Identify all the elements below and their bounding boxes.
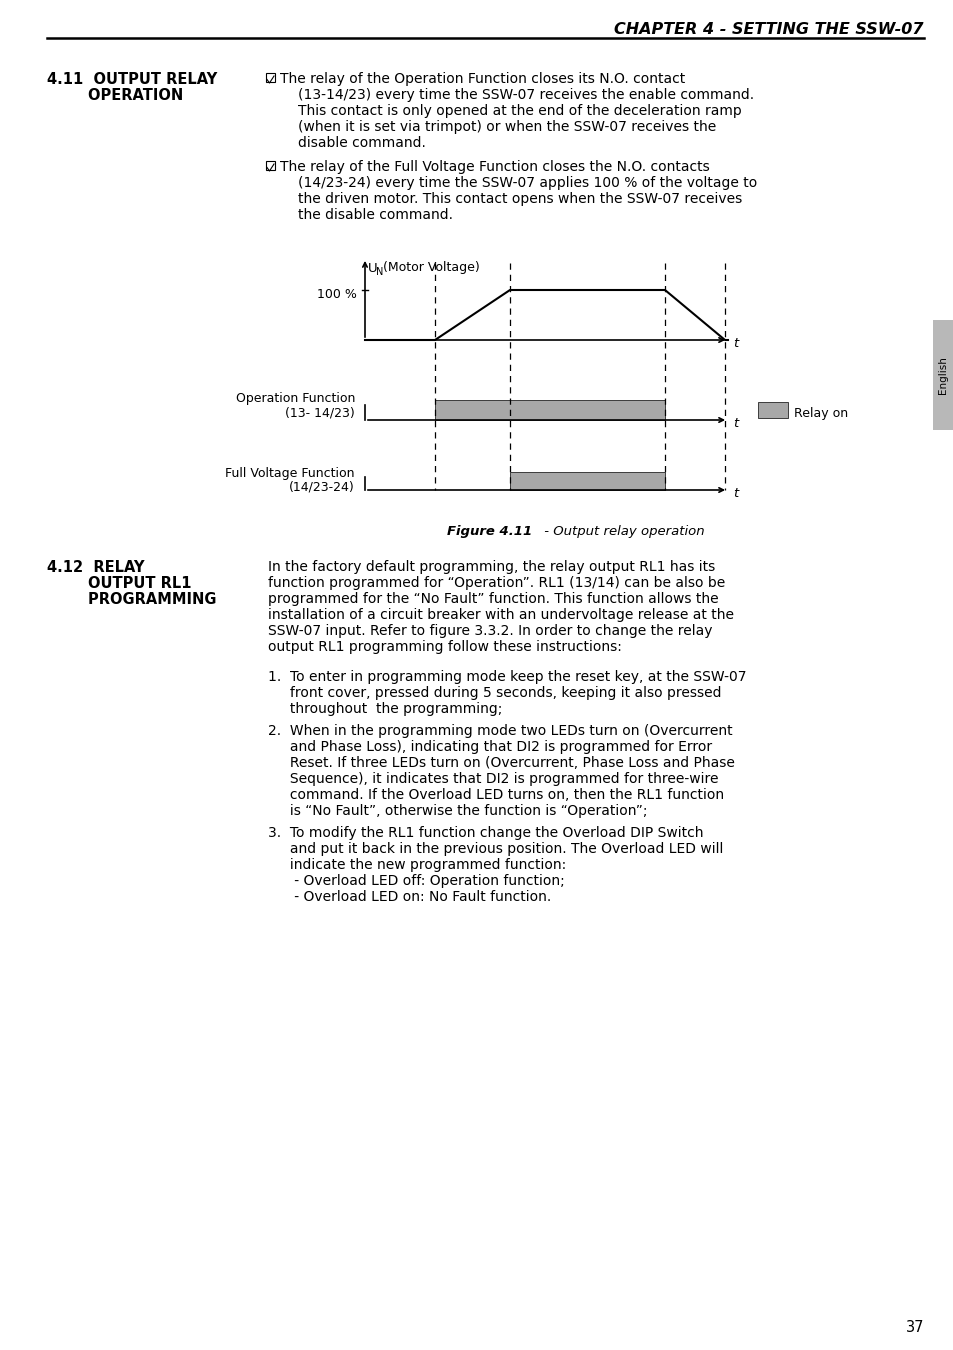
Text: 4.12  RELAY: 4.12 RELAY <box>47 560 144 575</box>
Text: 100 %: 100 % <box>316 288 356 301</box>
Text: Figure 4.11: Figure 4.11 <box>447 525 532 539</box>
Text: (13- 14/23): (13- 14/23) <box>285 406 355 418</box>
Text: command. If the Overload LED turns on, then the RL1 function: command. If the Overload LED turns on, t… <box>268 788 723 802</box>
Text: CHAPTER 4 - SETTING THE SSW-07: CHAPTER 4 - SETTING THE SSW-07 <box>614 22 923 36</box>
Text: 3.  To modify the RL1 function change the Overload DIP Switch: 3. To modify the RL1 function change the… <box>268 826 702 840</box>
Text: Sequence), it indicates that DI2 is programmed for three-wire: Sequence), it indicates that DI2 is prog… <box>268 772 718 786</box>
Text: Operation Function: Operation Function <box>235 392 355 405</box>
Text: English: English <box>938 356 947 394</box>
Text: t: t <box>732 417 738 431</box>
Text: 4.11  OUTPUT RELAY: 4.11 OUTPUT RELAY <box>47 72 217 86</box>
Text: PROGRAMMING: PROGRAMMING <box>47 593 216 608</box>
Text: The relay of the Full Voltage Function closes the N.O. contacts: The relay of the Full Voltage Function c… <box>280 161 709 174</box>
Text: t: t <box>732 487 738 500</box>
Text: disable command.: disable command. <box>297 136 425 150</box>
Text: the driven motor. This contact opens when the SSW-07 receives: the driven motor. This contact opens whe… <box>297 192 741 207</box>
Bar <box>266 73 274 82</box>
Text: Relay on: Relay on <box>793 406 847 420</box>
Text: - Overload LED on: No Fault function.: - Overload LED on: No Fault function. <box>268 890 551 905</box>
Bar <box>510 472 664 490</box>
Text: - Output relay operation: - Output relay operation <box>539 525 704 539</box>
Text: (14/23-24) every time the SSW-07 applies 100 % of the voltage to: (14/23-24) every time the SSW-07 applies… <box>297 176 757 190</box>
Text: N: N <box>375 267 383 277</box>
Text: is “No Fault”, otherwise the function is “Operation”;: is “No Fault”, otherwise the function is… <box>268 805 647 818</box>
Text: 1.  To enter in programming mode keep the reset key, at the SSW-07: 1. To enter in programming mode keep the… <box>268 670 745 684</box>
Text: In the factory default programming, the relay output RL1 has its: In the factory default programming, the … <box>268 560 715 574</box>
Text: installation of a circuit breaker with an undervoltage release at the: installation of a circuit breaker with a… <box>268 608 733 622</box>
Text: t: t <box>732 338 738 350</box>
Text: Full Voltage Function: Full Voltage Function <box>225 467 355 481</box>
Text: OPERATION: OPERATION <box>47 88 183 103</box>
Bar <box>435 400 664 420</box>
Text: OUTPUT RL1: OUTPUT RL1 <box>47 576 192 591</box>
Text: - Overload LED off: Operation function;: - Overload LED off: Operation function; <box>268 873 564 888</box>
Text: The relay of the Operation Function closes its N.O. contact: The relay of the Operation Function clos… <box>280 72 684 86</box>
Text: output RL1 programming follow these instructions:: output RL1 programming follow these inst… <box>268 640 621 653</box>
Text: U: U <box>368 262 377 275</box>
Text: (Motor Voltage): (Motor Voltage) <box>382 261 479 274</box>
Text: front cover, pressed during 5 seconds, keeping it also pressed: front cover, pressed during 5 seconds, k… <box>268 686 720 701</box>
Text: Reset. If three LEDs turn on (Overcurrent, Phase Loss and Phase: Reset. If three LEDs turn on (Overcurren… <box>268 756 734 770</box>
Text: and put it back in the previous position. The Overload LED will: and put it back in the previous position… <box>268 842 722 856</box>
Text: function programmed for “Operation”. RL1 (13/14) can be also be: function programmed for “Operation”. RL1… <box>268 576 724 590</box>
Text: throughout  the programming;: throughout the programming; <box>268 702 502 716</box>
Text: programmed for the “No Fault” function. This function allows the: programmed for the “No Fault” function. … <box>268 593 718 606</box>
Text: indicate the new programmed function:: indicate the new programmed function: <box>268 859 566 872</box>
Bar <box>932 320 953 431</box>
Bar <box>266 161 274 170</box>
Text: 37: 37 <box>904 1320 923 1335</box>
Bar <box>758 402 787 418</box>
Text: and Phase Loss), indicating that DI2 is programmed for Error: and Phase Loss), indicating that DI2 is … <box>268 740 711 755</box>
Text: (when it is set via trimpot) or when the SSW-07 receives the: (when it is set via trimpot) or when the… <box>297 120 716 134</box>
Text: 2.  When in the programming mode two LEDs turn on (Overcurrent: 2. When in the programming mode two LEDs… <box>268 724 732 738</box>
Text: SSW-07 input. Refer to figure 3.3.2. In order to change the relay: SSW-07 input. Refer to figure 3.3.2. In … <box>268 624 712 639</box>
Text: the disable command.: the disable command. <box>297 208 453 221</box>
Text: (13-14/23) every time the SSW-07 receives the enable command.: (13-14/23) every time the SSW-07 receive… <box>297 88 753 103</box>
Text: This contact is only opened at the end of the deceleration ramp: This contact is only opened at the end o… <box>297 104 741 117</box>
Text: (14/23-24): (14/23-24) <box>289 481 355 494</box>
